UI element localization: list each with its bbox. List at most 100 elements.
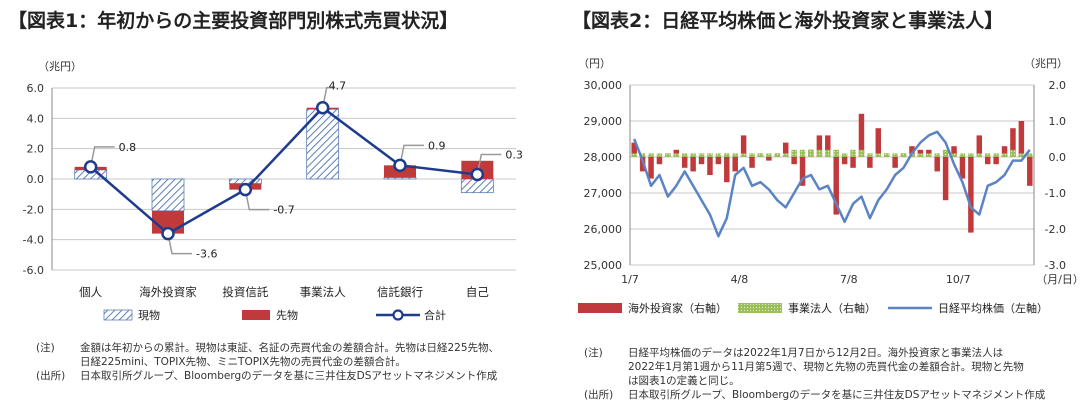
- bar-kaigai: [942, 157, 949, 201]
- bar-jigyou: [993, 153, 999, 157]
- x-tick-label: 7/8: [840, 273, 858, 286]
- bar-kaigai: [850, 157, 856, 168]
- bar-jigyou: [648, 153, 654, 157]
- bar-jigyou: [639, 153, 646, 157]
- bar-kaigai: [656, 157, 663, 165]
- bar-kaigai: [825, 135, 831, 157]
- y-tick-label: 4.0: [27, 112, 45, 125]
- bar-kaigai: [724, 157, 730, 183]
- x-category-label: 事業法人: [300, 285, 346, 299]
- x-category-label: 個人: [79, 285, 102, 299]
- y-tick-label: 0.0: [27, 173, 45, 186]
- chart-1-notes: (注) 金額は年初からの累計。現物は東証、名証の売買代金の差額合計。先物は日経22…: [36, 341, 499, 383]
- bar-jigyou: [749, 153, 755, 157]
- bar-kaigai: [1027, 157, 1033, 186]
- x-axis-unit: （月/日）: [1036, 273, 1084, 286]
- bar-jigyou: [976, 153, 983, 157]
- bar-kaigai: [715, 157, 722, 165]
- x-category-label: 投資信託: [222, 285, 268, 299]
- bar-jigyou: [673, 153, 680, 157]
- bar-jigyou: [942, 149, 949, 157]
- data-label: -0.7: [273, 204, 294, 217]
- data-label: 4.7: [329, 80, 347, 93]
- legend-swatch-kaigai: [578, 303, 622, 313]
- bar-jigyou: [850, 149, 856, 157]
- chart-panel-2: 【図表2：日経平均株価と海外投資家と事業法人】 （円） （兆円） 30,000 29,…: [548, 0, 1087, 412]
- bar-jigyou: [833, 149, 839, 157]
- bar-jigyou: [808, 149, 814, 157]
- right-axis-unit: （兆円）: [1024, 57, 1068, 70]
- legend-marker-goukei: [392, 309, 404, 321]
- x-category-label: 信託銀行: [377, 285, 423, 299]
- bar-kaigai: [1010, 128, 1016, 157]
- left-tick-label: 30,000: [584, 79, 623, 92]
- bar-jigyou: [917, 153, 924, 157]
- bar-genbutsu: [306, 108, 340, 180]
- bar-jigyou: [968, 153, 974, 157]
- legend-label-jigyou: 事業法人（右軸）: [788, 301, 876, 315]
- bar-kaigai: [1001, 146, 1008, 157]
- bar-kaigai: [858, 113, 865, 157]
- bar-jigyou: [959, 153, 966, 157]
- chart-1-note-1-line-2: 日経225mini、TOPIX先物、ミニTOPIX先物の売買代金の差額合計。: [80, 356, 406, 368]
- bar-kaigai: [993, 157, 999, 165]
- bar-kaigai: [740, 135, 747, 157]
- legend-label-kaigai: 海外投資家（右軸）: [628, 301, 727, 315]
- bar-kaigai: [782, 142, 789, 157]
- data-label-leader: [89, 146, 115, 168]
- bar-jigyou: [900, 153, 907, 157]
- bar-kaigai: [1018, 121, 1025, 157]
- bar-genbutsu: [151, 178, 185, 212]
- bar-kaigai: [833, 157, 839, 215]
- data-label-leader: [321, 86, 335, 108]
- bar-jigyou: [698, 153, 705, 157]
- bar-jigyou: [732, 153, 738, 157]
- chart-2-source: (出所) 日本取引所グループ、Bloombergのデータを基に三井住友DSアセット…: [584, 389, 1046, 401]
- chart-2-note-1-line-2: 2022年1月第1週から11月第5週で、現物と先物の売買代金の差額合計。現物と先…: [628, 361, 1024, 373]
- bar-kaigai: [732, 157, 738, 172]
- bar-jigyou: [1027, 153, 1033, 157]
- y-tick-label: 2.0: [27, 143, 45, 156]
- data-label-leader: [244, 189, 270, 211]
- bar-jigyou: [926, 153, 932, 157]
- y-tick-label: -2.0: [23, 203, 44, 216]
- bar-jigyou: [757, 153, 764, 157]
- data-label: -3.6: [196, 248, 217, 261]
- bar-kaigai: [934, 157, 940, 172]
- bar-kaigai: [648, 157, 654, 179]
- bar-kaigai: [875, 128, 882, 157]
- bar-jigyou: [816, 149, 823, 157]
- right-tick-label: -3.0: [1045, 259, 1066, 272]
- bar-kaigai: [707, 157, 713, 175]
- bar-kaigai: [984, 157, 991, 165]
- x-tick-label: 4/8: [731, 273, 749, 286]
- series-line-nikkei: [633, 130, 1031, 238]
- data-point: [470, 167, 485, 182]
- bar-kaigai: [766, 157, 772, 161]
- x-tick-label: 1/7: [621, 273, 639, 286]
- bar-jigyou: [656, 153, 663, 157]
- bar-kaigai: [968, 157, 974, 233]
- left-tick-label: 29,000: [584, 115, 623, 128]
- data-label-leader: [476, 153, 502, 175]
- bar-kaigai: [690, 157, 696, 172]
- bar-jigyou: [740, 153, 747, 157]
- left-tick-label: 25,000: [584, 259, 623, 272]
- legend-label-nikkei: 日経平均株価（左軸）: [938, 301, 1048, 315]
- legend-label-sakimono: 先物: [276, 308, 298, 322]
- legend-swatch-jigyou: [738, 303, 782, 313]
- chart-2-note-1: (注) 日経平均株価のデータは2022年1月7日から12月2日。海外投資家と事業法…: [584, 347, 1004, 359]
- bar-kaigai: [749, 157, 755, 168]
- bar-kaigai: [892, 157, 898, 168]
- chart-panel-1: 【図表1：年初からの主要投資部門別株式売買状況】 （兆円） 6.0 4.0 2.0 0.…: [8, 10, 523, 383]
- data-label: 0.8: [119, 141, 136, 154]
- bar-kaigai: [698, 157, 705, 165]
- data-point: [238, 182, 253, 197]
- right-tick-label: 1.0: [1049, 115, 1067, 128]
- bar-jigyou: [984, 153, 991, 157]
- bar-jigyou: [841, 153, 848, 157]
- y-tick-label: -6.0: [23, 264, 44, 277]
- chart-1-note-1: (注) 金額は年初からの累計。現物は東証、名証の売買代金の差額合計。先物は日経22…: [36, 342, 500, 354]
- data-label-leader: [399, 144, 424, 166]
- bar-jigyou: [858, 149, 865, 157]
